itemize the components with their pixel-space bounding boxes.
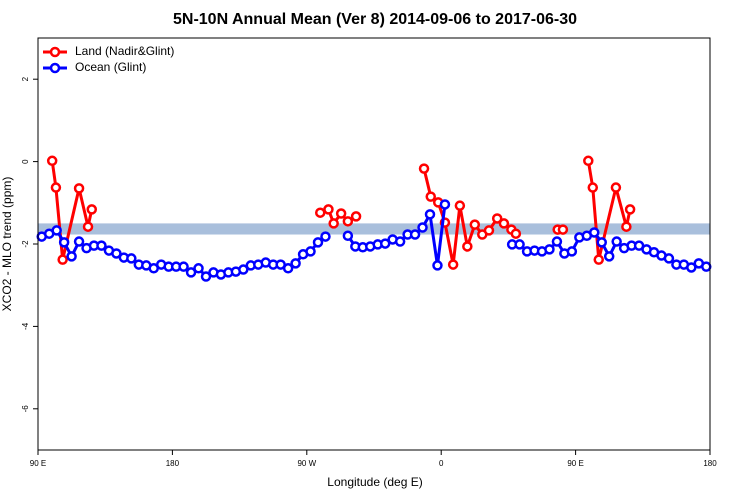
data-point (566, 246, 578, 257)
data-point (439, 199, 451, 210)
legend-label: Land (Nadir&Glint) (75, 44, 174, 58)
y-tick-label: -6 (21, 405, 30, 413)
data-point (418, 163, 430, 174)
data-point (305, 246, 316, 257)
data-point (432, 260, 443, 271)
data-point (46, 155, 58, 167)
data-point (454, 200, 466, 211)
legend-label: Ocean (Glint) (75, 60, 146, 74)
data-point (200, 271, 212, 282)
data-point (342, 216, 354, 227)
data-point (491, 213, 503, 224)
data-point (328, 218, 339, 229)
data-point (621, 221, 632, 232)
y-tick-label: 2 (21, 76, 30, 81)
y-tick-label: 0 (21, 159, 30, 164)
data-point (417, 222, 428, 233)
data-point (51, 225, 62, 236)
data-point (462, 241, 473, 252)
x-tick-label: 90 E (30, 459, 46, 468)
data-point (514, 239, 525, 250)
data-point (57, 254, 68, 265)
x-tick-label: 0 (439, 459, 444, 468)
plot-frame (37, 37, 711, 451)
data-point (320, 231, 331, 242)
x-tick-label: 90 E (567, 459, 583, 468)
data-point (551, 236, 563, 247)
data-point (96, 240, 107, 251)
data-point (335, 208, 347, 219)
data-point (178, 261, 189, 272)
data-point (86, 204, 98, 215)
data-point (238, 264, 249, 275)
data-point (323, 204, 334, 215)
legend-marker (49, 62, 61, 74)
x-tick-label: 180 (166, 459, 180, 468)
data-point (126, 253, 137, 264)
data-point (583, 155, 594, 167)
data-point (593, 254, 604, 265)
data-point (596, 237, 607, 248)
y-tick-label: -2 (21, 240, 30, 248)
data-point (611, 236, 622, 247)
data-point (557, 224, 569, 235)
data-point (610, 182, 622, 193)
data-point (185, 267, 197, 278)
x-axis-label: Longitude (deg E) (327, 475, 422, 489)
y-axis-label: XCO2 - MLO trend (ppm) (0, 177, 14, 312)
data-point (409, 229, 421, 240)
x-tick-label: 90 W (297, 459, 316, 468)
data-point (379, 238, 391, 249)
data-point (510, 228, 522, 239)
x-tick-label: 180 (703, 459, 717, 468)
data-point (663, 253, 675, 264)
data-point (544, 244, 555, 255)
data-point (82, 221, 94, 232)
data-point (50, 182, 62, 193)
data-point (701, 261, 712, 272)
data-point (193, 263, 204, 274)
data-point (350, 211, 362, 222)
legend-marker (49, 46, 61, 58)
data-point (587, 182, 599, 193)
data-point (73, 236, 85, 247)
data-point (73, 183, 85, 194)
data-point (498, 218, 510, 229)
data-point (424, 209, 436, 220)
data-point (589, 227, 600, 238)
data-point (312, 237, 324, 248)
data-point (394, 236, 406, 247)
y-tick-label: -4 (21, 322, 30, 330)
data-point (603, 251, 615, 262)
data-point (624, 204, 636, 215)
data-point (342, 230, 354, 242)
data-point (483, 225, 495, 236)
data-point (447, 259, 459, 270)
data-point (469, 219, 481, 230)
data-point (282, 263, 294, 274)
chart-title: 5N-10N Annual Mean (Ver 8) 2014-09-06 to… (173, 11, 577, 28)
data-point (314, 207, 326, 218)
data-point (425, 191, 436, 202)
data-point (290, 258, 301, 269)
data-point (111, 248, 122, 259)
series-line (50, 160, 632, 265)
data-point (58, 237, 70, 248)
data-point (686, 262, 697, 273)
data-point (66, 251, 77, 262)
reference-band (38, 223, 710, 235)
